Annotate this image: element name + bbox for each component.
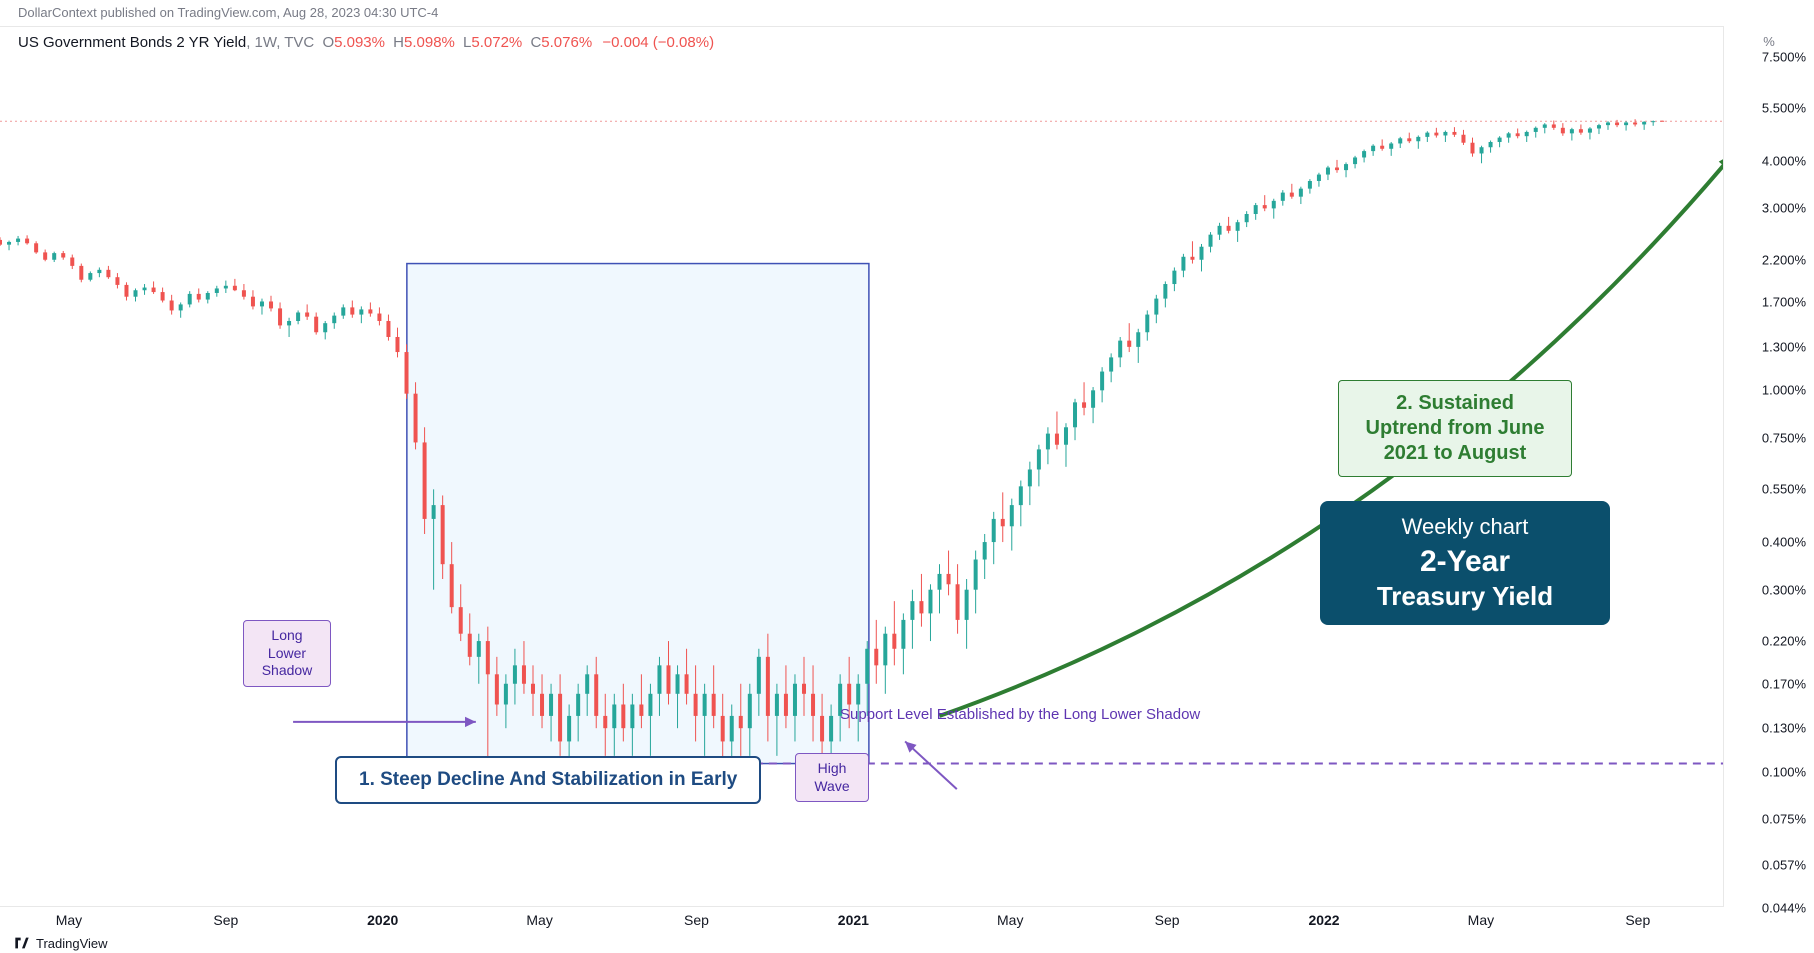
- title-box-line2: 2-Year: [1344, 543, 1586, 581]
- y-axis-tick: 0.075%: [1724, 812, 1806, 827]
- x-axis-tick: May: [997, 907, 1023, 933]
- y-axis-tick: 0.100%: [1724, 764, 1806, 779]
- price-axis[interactable]: % 7.500% 5.500% 4.000% 3.000% 2.200% 1.700% 1.…: [1723, 26, 1814, 907]
- y-axis-tick: 3.000%: [1724, 201, 1806, 216]
- x-axis-tick: May: [1468, 907, 1494, 933]
- y-axis-tick: 1.700%: [1724, 295, 1806, 310]
- y-axis-tick: 7.500%: [1724, 49, 1806, 64]
- chart-frame: { "header": { "attribution": "DollarCont…: [0, 0, 1814, 953]
- brand-text: TradingView: [36, 936, 108, 951]
- x-axis-tick: 2020: [367, 907, 398, 933]
- annotation-phase-1: 1. Steep Decline And Stabilization in Ea…: [335, 756, 761, 804]
- x-axis-tick: 2021: [838, 907, 869, 933]
- annotation-phase-2: 2. SustainedUptrend from June2021 to Aug…: [1338, 380, 1572, 477]
- attribution-text: DollarContext published on TradingView.c…: [18, 5, 438, 20]
- x-axis-tick: Sep: [213, 907, 238, 933]
- title-box-line1: Weekly chart: [1344, 513, 1586, 541]
- y-axis-tick: 0.044%: [1724, 900, 1806, 915]
- annotation-high-wave: HighWave: [795, 753, 869, 802]
- x-axis-tick: Sep: [1155, 907, 1180, 933]
- chart-plot-area[interactable]: LongLowerShadow HighWave Support Level E…: [0, 26, 1724, 907]
- attribution-bar: DollarContext published on TradingView.c…: [0, 0, 1814, 27]
- y-axis-tick: 1.300%: [1724, 339, 1806, 354]
- support-line-label: Support Level Established by the Long Lo…: [840, 706, 1200, 723]
- y-axis-tick: 2.200%: [1724, 252, 1806, 267]
- brand-footer: TradingView: [14, 935, 108, 951]
- y-axis-tick: 0.057%: [1724, 857, 1806, 872]
- y-axis-tick: 0.220%: [1724, 634, 1806, 649]
- x-axis-tick: Sep: [684, 907, 709, 933]
- annotation-title-box: Weekly chart 2-Year Treasury Yield: [1320, 501, 1610, 625]
- y-axis-tick: 0.550%: [1724, 482, 1806, 497]
- y-axis-tick: 1.000%: [1724, 383, 1806, 398]
- y-axis-tick: 0.300%: [1724, 582, 1806, 597]
- x-axis-tick: 2022: [1308, 907, 1339, 933]
- tradingview-icon: [14, 935, 30, 951]
- time-axis[interactable]: May Sep 2020 May Sep 2021 May Sep 2022 May Sep: [0, 906, 1724, 933]
- x-axis-tick: Sep: [1625, 907, 1650, 933]
- price-unit-label: %: [1724, 34, 1814, 49]
- y-axis-tick: 0.400%: [1724, 535, 1806, 550]
- x-axis-tick: May: [56, 907, 82, 933]
- y-axis-tick: 5.500%: [1724, 101, 1806, 116]
- x-axis-tick: May: [526, 907, 552, 933]
- y-axis-tick: 0.170%: [1724, 676, 1806, 691]
- y-axis-tick: 0.130%: [1724, 721, 1806, 736]
- title-box-line3: Treasury Yield: [1344, 580, 1586, 613]
- y-axis-tick: 4.000%: [1724, 153, 1806, 168]
- y-axis-tick: 0.750%: [1724, 430, 1806, 445]
- annotation-long-lower-shadow: LongLowerShadow: [243, 620, 331, 687]
